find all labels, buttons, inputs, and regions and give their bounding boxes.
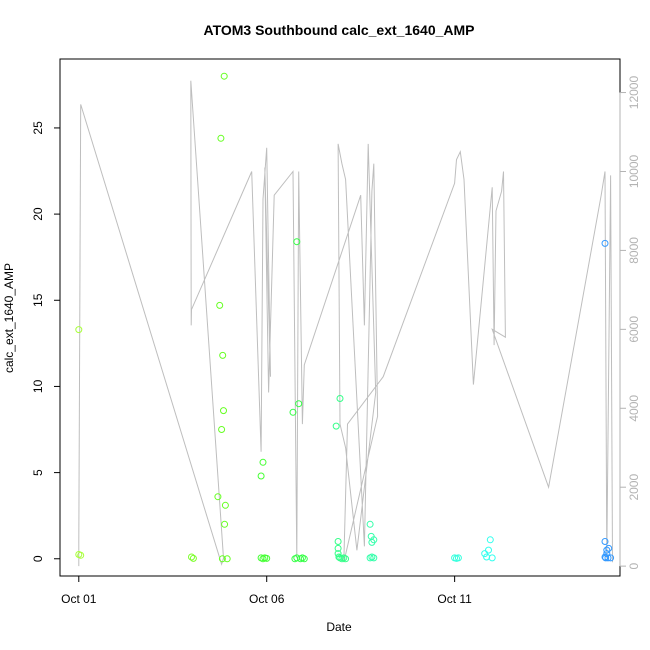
data-point [603,546,611,554]
data-point [603,550,611,558]
y2-tick-label: 6000 [627,316,641,343]
x-tick-label: Oct 06 [249,592,285,606]
data-point [342,555,350,563]
x-tick-label: Oct 01 [61,592,97,606]
data-point [602,554,610,562]
y-axis-label: calc_ext_1640_AMP [2,263,16,373]
data-point [220,72,228,80]
data-point [263,554,271,562]
data-point [217,134,225,142]
chart-title: ATOM3 Southbound calc_ext_1640_AMP [204,22,475,38]
data-point [300,555,308,563]
data-point [221,501,229,509]
y-tick-label: 25 [31,121,45,135]
data-point [220,407,227,415]
data-point [257,472,265,480]
secondary-line-series [78,80,613,567]
data-point [370,554,378,562]
data-point [75,326,83,334]
data-point [601,538,609,545]
data-point [485,546,492,554]
data-point [334,538,342,545]
y-tick-label: 0 [31,555,45,562]
data-point [218,555,226,563]
y-tick-label: 20 [31,207,45,221]
data-point [189,554,197,562]
data-point [481,550,489,558]
y2-tick-label: 0 [627,562,641,569]
data-point [604,554,612,562]
x-axis-label: Date [326,620,352,634]
x-tick-label: Oct 11 [437,592,472,606]
data-point [334,550,342,558]
data-point [295,400,303,408]
y-tick-label: 15 [31,293,45,307]
x-axis: Oct 01 Oct 06 Oct 11 [61,575,472,606]
data-point [332,422,340,430]
y-tick-label: 5 [31,469,45,476]
data-point [223,555,231,563]
y2-tick-label: 12000 [627,76,641,110]
scatter-points [75,72,615,563]
data-point [366,520,374,528]
y2-tick-label: 2000 [627,474,641,501]
data-point [334,544,342,552]
y-axis: 0 5 10 15 20 25 [31,121,61,562]
data-point [486,536,494,544]
data-point [259,458,267,466]
data-point [293,238,301,246]
y2-axis: 0 2000 4000 6000 8000 10000 12000 [619,76,641,569]
data-point [214,493,222,501]
series-line [78,80,613,567]
data-point [77,551,85,559]
data-point [188,553,195,561]
data-point [336,395,344,402]
data-point [488,554,496,562]
data-point [221,520,229,528]
y2-tick-label: 8000 [627,237,641,264]
data-point [218,426,226,433]
data-point [216,301,224,309]
y2-tick-label: 10000 [627,154,641,188]
plot-area-frame [59,58,621,577]
data-point [368,538,376,546]
data-point [601,239,609,247]
y-tick-label: 10 [31,379,45,393]
data-point [289,408,297,416]
data-point [219,351,227,359]
data-point [454,554,462,562]
data-point [607,554,615,562]
y2-tick-label: 4000 [627,395,641,422]
